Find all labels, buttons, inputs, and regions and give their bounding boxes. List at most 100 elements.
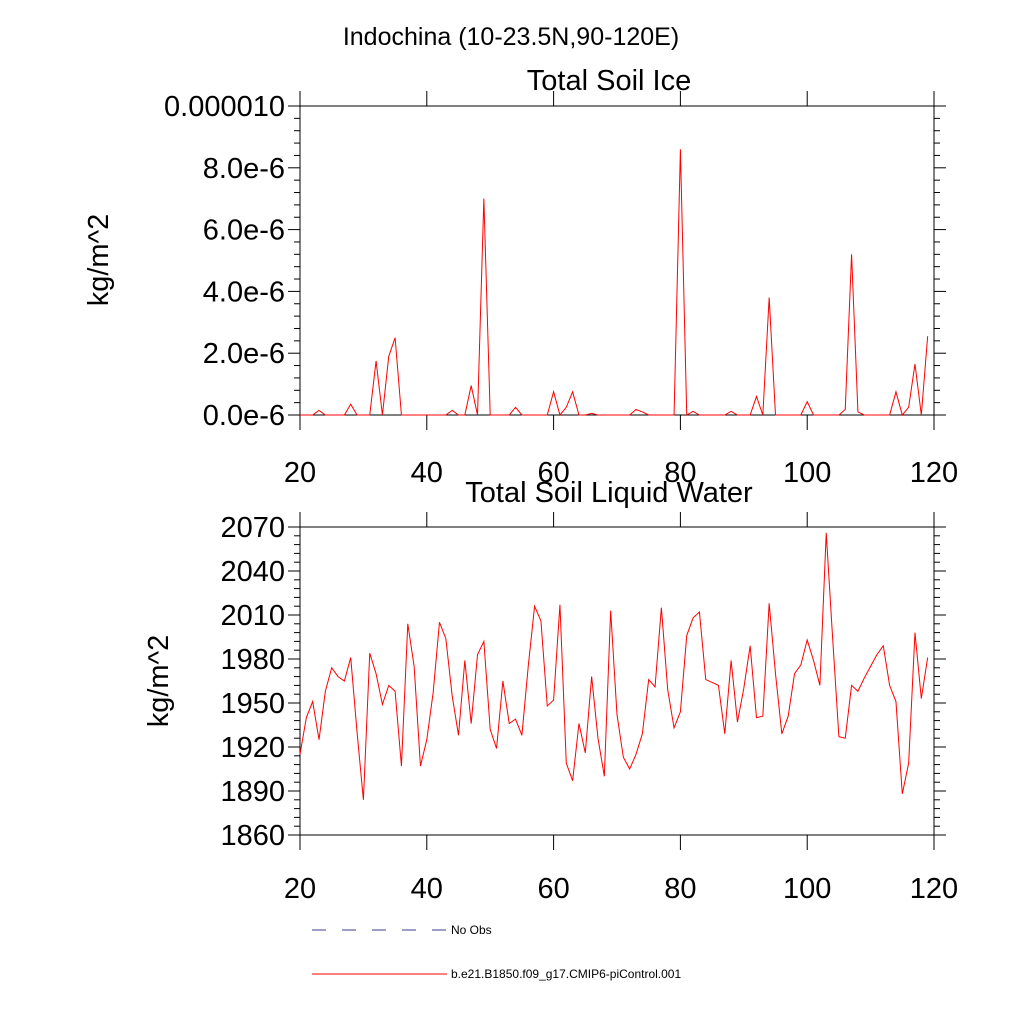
data-point xyxy=(559,604,560,605)
data-point xyxy=(414,666,415,667)
data-point xyxy=(845,738,846,739)
data-point xyxy=(927,657,928,658)
data-point xyxy=(547,414,548,415)
data-point xyxy=(667,414,668,415)
data-point xyxy=(762,414,763,415)
data-point xyxy=(800,664,801,665)
data-point xyxy=(312,701,313,702)
data-point xyxy=(515,407,516,408)
legend-no-obs-label: No Obs xyxy=(451,923,492,937)
data-point xyxy=(857,411,858,412)
y-tick-label: 1890 xyxy=(220,776,285,808)
data-point xyxy=(502,414,503,415)
data-point xyxy=(832,636,833,637)
data-point xyxy=(642,733,643,734)
data-point xyxy=(889,414,890,415)
data-point xyxy=(566,407,567,408)
data-point xyxy=(686,414,687,415)
data-point xyxy=(807,639,808,640)
x-tick-label: 100 xyxy=(783,457,831,489)
data-point xyxy=(883,414,884,415)
data-point xyxy=(490,729,491,730)
data-point xyxy=(610,610,611,611)
y-tick-label: 1920 xyxy=(220,732,285,764)
data-point xyxy=(471,385,472,386)
data-point xyxy=(819,414,820,415)
data-point xyxy=(718,414,719,415)
data-point xyxy=(337,414,338,415)
data-point xyxy=(464,660,465,661)
data-point xyxy=(344,680,345,681)
data-point xyxy=(800,414,801,415)
legend-model-label: b.e21.B1850.f09_g17.CMIP6-piControl.001 xyxy=(451,967,681,981)
data-point xyxy=(483,198,484,199)
data-point xyxy=(375,360,376,361)
data-point xyxy=(845,409,846,410)
data-point xyxy=(826,532,827,533)
data-point xyxy=(490,414,491,415)
data-point xyxy=(318,739,319,740)
data-point xyxy=(306,414,307,415)
soil-liquid-series xyxy=(299,532,929,800)
soil-ice-panel: Total Soil Ice kg/m^2 0.0e-6 2.0e-6 4.0e-6… xyxy=(83,65,958,489)
data-point xyxy=(420,414,421,415)
data-point xyxy=(312,414,313,415)
data-point xyxy=(654,686,655,687)
data-point xyxy=(382,704,383,705)
data-point xyxy=(876,414,877,415)
data-point xyxy=(813,660,814,661)
x-tick-label: 120 xyxy=(910,873,958,905)
soil-ice-y-axis: 0.0e-6 2.0e-6 4.0e-6 6.0e-6 8.0e-6 0.000010 xyxy=(164,91,946,432)
data-point xyxy=(737,721,738,722)
y-tick-label: 1980 xyxy=(220,644,285,676)
data-point xyxy=(680,149,681,150)
x-tick-label: 20 xyxy=(284,457,316,489)
data-point xyxy=(496,414,497,415)
data-point xyxy=(908,763,909,764)
data-point xyxy=(781,414,782,415)
data-point xyxy=(642,411,643,412)
data-point xyxy=(616,714,617,715)
data-point xyxy=(737,414,738,415)
data-point xyxy=(433,692,434,693)
data-point xyxy=(407,414,408,415)
data-point xyxy=(699,611,700,612)
data-point xyxy=(724,414,725,415)
data-point xyxy=(876,654,877,655)
soil-liquid-ylabel: kg/m^2 xyxy=(143,635,175,728)
x-tick-label: 60 xyxy=(537,873,569,905)
data-point xyxy=(553,699,554,700)
data-point xyxy=(553,391,554,392)
y-tick-label: 6.0e-6 xyxy=(203,215,285,247)
data-point xyxy=(395,691,396,692)
data-point xyxy=(445,414,446,415)
data-point xyxy=(363,799,364,800)
data-point xyxy=(534,606,535,607)
data-point xyxy=(870,414,871,415)
data-point xyxy=(515,719,516,720)
data-point xyxy=(712,414,713,415)
data-point xyxy=(572,780,573,781)
data-point xyxy=(857,691,858,692)
data-point xyxy=(750,414,751,415)
data-point xyxy=(673,414,674,415)
data-point xyxy=(559,414,560,415)
data-point xyxy=(635,754,636,755)
data-point xyxy=(813,414,814,415)
x-tick-label: 20 xyxy=(284,873,316,905)
data-point xyxy=(629,768,630,769)
data-point xyxy=(509,414,510,415)
series-line xyxy=(299,532,929,800)
data-point xyxy=(471,723,472,724)
data-point xyxy=(382,414,383,415)
soil-ice-ylabel: kg/m^2 xyxy=(83,214,115,307)
data-point xyxy=(629,414,630,415)
x-tick-label: 40 xyxy=(411,457,443,489)
data-point xyxy=(566,763,567,764)
soil-liquid-x-axis: 20 40 60 80 100 120 xyxy=(284,512,958,905)
x-tick-label: 80 xyxy=(664,873,696,905)
data-point xyxy=(547,705,548,706)
data-point xyxy=(502,680,503,681)
data-point xyxy=(807,401,808,402)
